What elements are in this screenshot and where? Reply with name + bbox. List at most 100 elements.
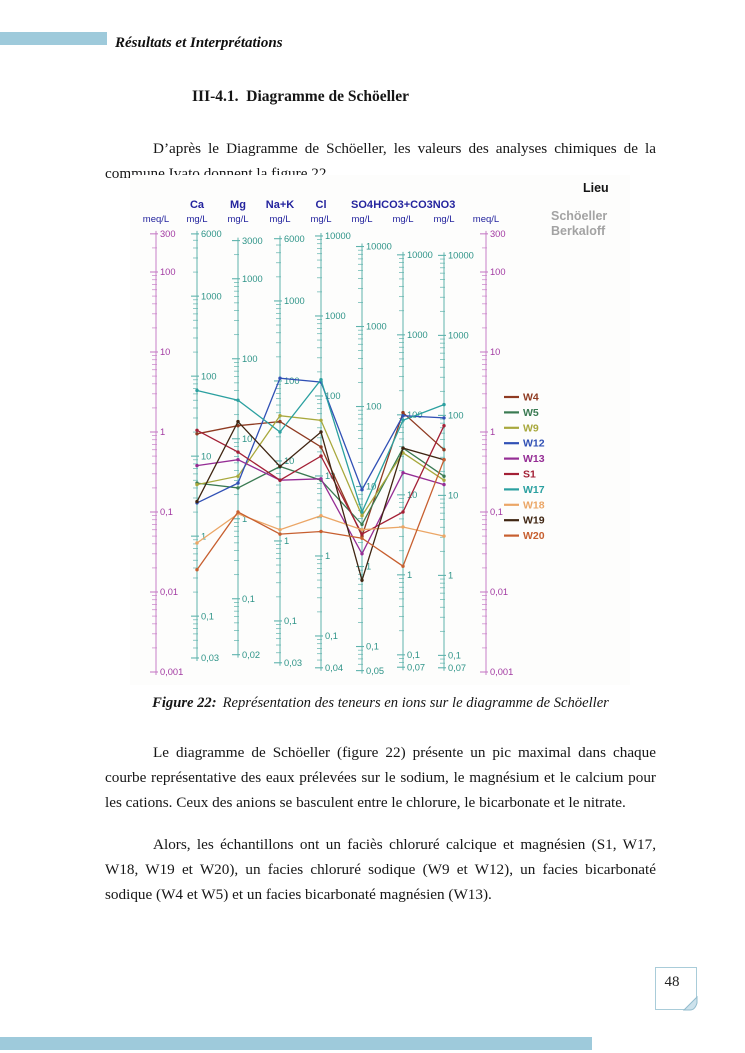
series-W20 xyxy=(195,458,446,572)
svg-text:0,1: 0,1 xyxy=(448,651,461,661)
svg-text:100: 100 xyxy=(160,267,176,277)
legend-item-W5: W5 xyxy=(504,407,539,419)
svg-text:6000: 6000 xyxy=(201,229,222,239)
svg-text:10: 10 xyxy=(160,347,170,357)
svg-text:W12: W12 xyxy=(523,438,545,450)
svg-text:SO4: SO4 xyxy=(351,199,374,211)
svg-text:10: 10 xyxy=(201,451,211,461)
svg-text:W4: W4 xyxy=(523,392,539,404)
running-header: Résultats et Interprétations xyxy=(115,35,283,51)
axis-Na+K: Na+K mg/L 6000 1000 100 10 1 0,1 0,03 xyxy=(266,199,305,668)
legend-item-W9: W9 xyxy=(504,422,539,434)
svg-text:0,07: 0,07 xyxy=(407,662,425,672)
svg-text:HCO3+CO3: HCO3+CO3 xyxy=(373,199,433,211)
svg-text:1: 1 xyxy=(448,571,453,581)
svg-text:W5: W5 xyxy=(523,407,539,419)
svg-text:0,07: 0,07 xyxy=(448,663,466,673)
svg-text:0,1: 0,1 xyxy=(325,631,338,641)
schoeller-chart-svg: meq/L3001001010,10,010,001Camg/L60001000… xyxy=(143,181,609,677)
svg-text:100: 100 xyxy=(284,376,300,386)
svg-text:0,01: 0,01 xyxy=(490,587,508,597)
svg-text:Berkaloff: Berkaloff xyxy=(551,224,606,238)
svg-text:0,1: 0,1 xyxy=(490,507,503,517)
series-W18 xyxy=(195,512,446,545)
svg-text:0,01: 0,01 xyxy=(160,587,178,597)
svg-text:NO3: NO3 xyxy=(433,199,456,211)
header-accent-bar xyxy=(0,32,107,45)
schoeller-figure: meq/L 300 100 10 1 0,1 0,01 0,001 Ca mg/L 6000 1000… xyxy=(130,175,630,685)
axis-meq/L-8: meq/L 300 100 10 1 0,1 0,01 0,001 xyxy=(473,214,513,677)
svg-text:10: 10 xyxy=(448,491,458,501)
axis-NO3: NO3 mg/L 10000 1000 100 10 1 0,1 0,07 xyxy=(433,199,474,673)
svg-text:3000: 3000 xyxy=(242,236,263,246)
svg-text:W20: W20 xyxy=(523,530,545,542)
svg-text:1000: 1000 xyxy=(448,331,469,341)
svg-text:0,1: 0,1 xyxy=(407,650,420,660)
svg-text:W13: W13 xyxy=(523,453,545,465)
svg-text:10: 10 xyxy=(490,347,500,357)
svg-text:1: 1 xyxy=(160,427,165,437)
svg-text:Na+K: Na+K xyxy=(266,199,294,211)
svg-text:0,001: 0,001 xyxy=(490,667,513,677)
svg-text:1: 1 xyxy=(284,536,289,546)
svg-text:0,03: 0,03 xyxy=(201,653,219,663)
svg-text:6000: 6000 xyxy=(284,234,305,244)
svg-text:0,03: 0,03 xyxy=(284,658,302,668)
figure-caption-text: Représentation des teneurs en ions sur l… xyxy=(222,695,609,711)
legend-item-W19: W19 xyxy=(504,515,545,527)
series-W9 xyxy=(195,414,446,518)
axis-HCO3+CO3: HCO3+CO3 mg/L 10000 1000 100 10 1 0,1 0,07 xyxy=(373,199,433,672)
svg-text:100: 100 xyxy=(448,411,464,421)
svg-text:0,05: 0,05 xyxy=(366,666,384,676)
svg-text:10000: 10000 xyxy=(448,251,474,261)
svg-text:meq/L: meq/L xyxy=(473,214,499,225)
svg-text:100: 100 xyxy=(490,267,506,277)
svg-text:1000: 1000 xyxy=(201,291,222,301)
legend-item-W4: W4 xyxy=(504,392,539,404)
svg-text:0,1: 0,1 xyxy=(284,616,297,626)
svg-text:Schöeller: Schöeller xyxy=(551,209,607,223)
svg-text:10: 10 xyxy=(284,456,294,466)
svg-text:300: 300 xyxy=(490,229,506,239)
legend-item-W20: W20 xyxy=(504,530,545,542)
legend-item-S1: S1 xyxy=(504,469,536,481)
svg-text:1000: 1000 xyxy=(325,311,346,321)
svg-text:100: 100 xyxy=(366,402,382,412)
svg-text:Lieu: Lieu xyxy=(583,181,609,195)
svg-text:1: 1 xyxy=(325,551,330,561)
svg-text:10: 10 xyxy=(242,434,252,444)
svg-text:0,1: 0,1 xyxy=(160,507,173,517)
svg-text:1000: 1000 xyxy=(407,330,428,340)
svg-text:mg/L: mg/L xyxy=(433,214,454,225)
svg-text:0,001: 0,001 xyxy=(160,667,183,677)
svg-text:1000: 1000 xyxy=(284,296,305,306)
page-number-sheet xyxy=(655,967,697,1010)
svg-text:10000: 10000 xyxy=(366,242,392,252)
legend-item-W13: W13 xyxy=(504,453,545,465)
svg-text:mg/L: mg/L xyxy=(227,214,248,225)
svg-text:Ca: Ca xyxy=(190,199,205,211)
folded-corner-icon xyxy=(682,995,698,1011)
footer-accent-bar xyxy=(0,1037,592,1050)
page-number: 48 xyxy=(664,974,680,990)
svg-text:mg/L: mg/L xyxy=(269,214,290,225)
svg-text:1: 1 xyxy=(366,562,371,572)
svg-text:mg/L: mg/L xyxy=(351,214,372,225)
series-W17 xyxy=(195,378,446,514)
svg-text:0,04: 0,04 xyxy=(325,663,343,673)
svg-text:mg/L: mg/L xyxy=(392,214,413,225)
page-number-box: 48 xyxy=(655,967,698,1011)
svg-text:300: 300 xyxy=(160,229,176,239)
svg-text:Cl: Cl xyxy=(316,199,327,211)
svg-text:mg/L: mg/L xyxy=(186,214,207,225)
legend-item-W17: W17 xyxy=(504,484,545,496)
svg-text:100: 100 xyxy=(407,410,423,420)
series-W12 xyxy=(195,376,446,505)
legend-item-W12: W12 xyxy=(504,438,545,450)
legend-item-W18: W18 xyxy=(504,499,545,511)
axis-SO4: SO4 mg/L 10000 1000 100 10 1 0,1 0,05 xyxy=(351,199,392,676)
svg-text:0,1: 0,1 xyxy=(242,594,255,604)
section-heading: III-4.1. Diagramme de Schöeller xyxy=(192,88,409,105)
